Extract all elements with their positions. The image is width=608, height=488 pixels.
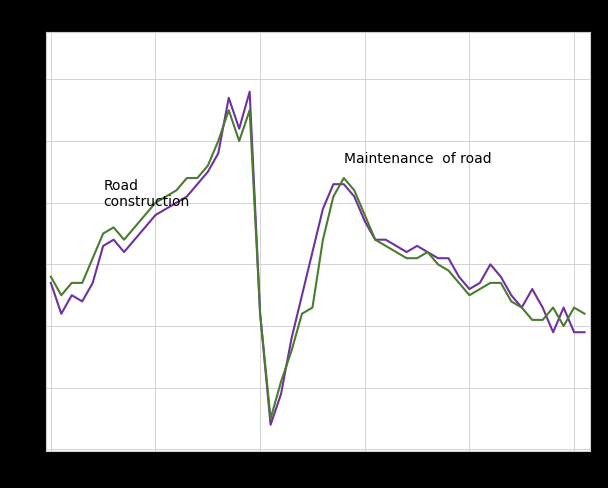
Text: Maintenance  of road: Maintenance of road <box>344 152 491 166</box>
Text: Road
construction: Road construction <box>103 179 190 209</box>
